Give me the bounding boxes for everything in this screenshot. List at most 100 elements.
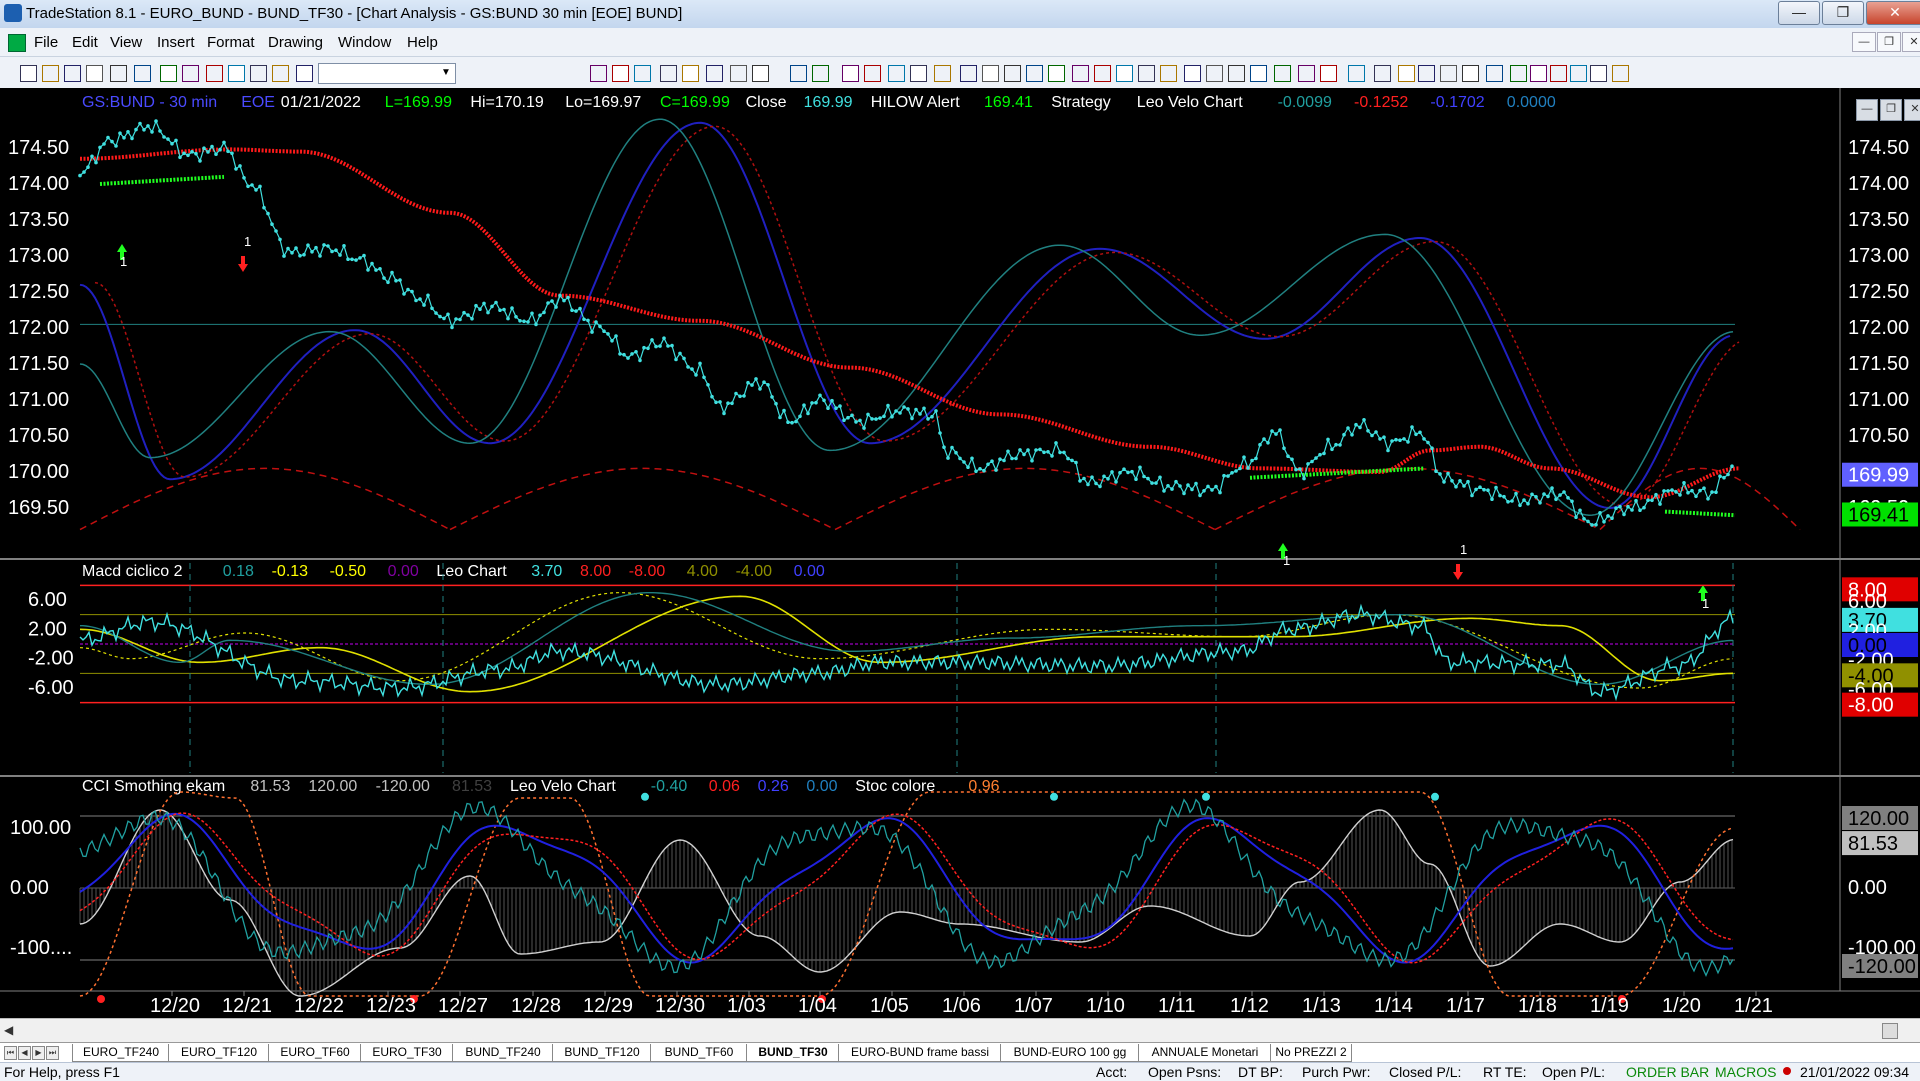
palette-icon[interactable] [888,65,905,82]
zoom-in-icon[interactable] [1398,65,1415,82]
menu-view[interactable]: View [110,34,143,51]
save-icon[interactable] [1184,65,1201,82]
scroll-left-icon[interactable]: ◀ [4,1023,14,1037]
arrow-up-icon[interactable] [1486,65,1503,82]
trendline-icon[interactable] [1004,65,1021,82]
tab-no-prezzi-2[interactable]: No PREZZI 2 [1270,1044,1352,1062]
circle-icon[interactable] [590,65,607,82]
open-icon[interactable] [42,65,59,82]
circle-icon[interactable] [1072,65,1089,82]
text-icon[interactable] [1116,65,1133,82]
tab-euro-tf120[interactable]: EURO_TF120 [168,1044,270,1062]
mdi-close-button[interactable]: ✕ [1902,32,1920,52]
tab-prev-icon[interactable]: ◀ [18,1046,31,1060]
menu-file[interactable]: File [34,34,59,51]
tab-first-icon[interactable]: ⏮ [4,1046,17,1060]
print-icon[interactable] [110,65,127,82]
open-icon[interactable] [1160,65,1177,82]
tab-annuale-monetari[interactable]: ANNUALE Monetari [1138,1044,1272,1062]
scroll-thumb[interactable] [1882,1023,1898,1039]
document-icon[interactable] [8,34,26,52]
circle-icon[interactable] [1530,65,1547,82]
text-icon[interactable] [1570,65,1587,82]
arrow-up-icon[interactable] [1026,65,1043,82]
chart-icon[interactable] [160,65,177,82]
print-icon[interactable] [752,65,769,82]
open-icon[interactable] [682,65,699,82]
zoom-out-icon[interactable] [960,65,977,82]
menu-edit[interactable]: Edit [72,34,98,51]
menu-insert[interactable]: Insert [157,34,195,51]
new-icon[interactable] [1138,65,1155,82]
zoom-out-icon[interactable] [296,65,313,82]
print-icon[interactable] [1228,65,1245,82]
tab-bund-tf240[interactable]: BUND_TF240 [452,1044,554,1062]
tab-next-icon[interactable]: ▶ [32,1046,45,1060]
palette-icon[interactable] [228,65,245,82]
subwindow-close-button[interactable]: ✕ [1904,99,1920,121]
chart-icon[interactable] [812,65,829,82]
tab-euro-tf60[interactable]: EURO_TF60 [268,1044,362,1062]
tab-bund-tf120[interactable]: BUND_TF120 [552,1044,652,1062]
text-icon[interactable] [634,65,651,82]
grid-icon[interactable] [842,65,859,82]
mdi-restore-button[interactable]: ❐ [1877,32,1901,52]
new-icon[interactable] [20,65,37,82]
save-icon[interactable] [706,65,723,82]
menu-window[interactable]: Window [338,34,392,51]
new-icon[interactable] [660,65,677,82]
close-button[interactable]: ✕ [1866,1,1920,25]
tab-last-icon[interactable]: ⏭ [46,1046,59,1060]
menu-format[interactable]: Format [207,34,255,51]
drawing-icon[interactable] [250,65,267,82]
chart-analysis-window[interactable]: 174.50 174.50 174.00 174.00 173.50 173.50 173.… [0,88,1920,1018]
chevron-down-icon[interactable]: ▼ [441,67,451,78]
maximize-button[interactable]: ❐ [1822,1,1864,25]
tab-euro-tf240[interactable]: EURO_TF240 [72,1044,170,1062]
tab-euro-bund-frame-bassi[interactable]: EURO-BUND frame bassi [838,1044,1002,1062]
horizontal-scrollbar[interactable]: ◀ [0,1018,1920,1043]
rectangle-icon[interactable] [1094,65,1111,82]
arrow-down-icon[interactable] [1510,65,1527,82]
save-icon[interactable] [64,65,81,82]
subwindow-restore-button[interactable]: ❐ [1880,99,1902,121]
arrow-down-icon[interactable] [1048,65,1065,82]
rectangle-icon[interactable] [1550,65,1567,82]
cursor-icon[interactable] [982,65,999,82]
zoom-in-icon[interactable] [934,65,951,82]
zoom-out-icon[interactable] [1418,65,1435,82]
zoom-in-icon[interactable] [272,65,289,82]
drawing-icon[interactable] [1374,65,1391,82]
lock-icon[interactable] [206,65,223,82]
mdi-minimize-button[interactable]: — [1852,32,1876,52]
rectangle-icon[interactable] [612,65,629,82]
copy-icon[interactable] [730,65,747,82]
tab-bund-tf30[interactable]: BUND_TF30 [746,1044,840,1062]
tradestation-app-icon[interactable] [4,4,22,22]
grid-icon[interactable] [1298,65,1315,82]
symbol-combobox[interactable]: ▼ [318,63,456,84]
open-icon[interactable] [1612,65,1629,82]
chart-canvas[interactable]: 174.50 174.50 174.00 174.00 173.50 173.50 173.… [0,88,1920,1018]
lock-icon[interactable] [864,65,881,82]
order-bar-button[interactable]: ORDER BAR [1626,1064,1710,1080]
macros-button[interactable]: MACROS [1715,1064,1777,1080]
menu-help[interactable]: Help [407,34,438,51]
cursor-icon[interactable] [1440,65,1457,82]
tab-bund-euro-100-gg[interactable]: BUND-EURO 100 gg [1000,1044,1140,1062]
lock-icon[interactable] [1320,65,1337,82]
copy-icon[interactable] [86,65,103,82]
minimize-button[interactable]: — [1778,1,1820,25]
subwindow-minimize-button[interactable]: — [1856,99,1878,121]
chart-icon[interactable] [1274,65,1291,82]
print-preview-icon[interactable] [1250,65,1267,82]
trendline-icon[interactable] [1462,65,1479,82]
grid-icon[interactable] [182,65,199,82]
drawing-icon[interactable] [910,65,927,82]
menu-drawing[interactable]: Drawing [268,34,324,51]
palette-icon[interactable] [1348,65,1365,82]
new-icon[interactable] [1590,65,1607,82]
tab-bund-tf60[interactable]: BUND_TF60 [650,1044,748,1062]
print-preview-icon[interactable] [790,65,807,82]
copy-icon[interactable] [1206,65,1223,82]
